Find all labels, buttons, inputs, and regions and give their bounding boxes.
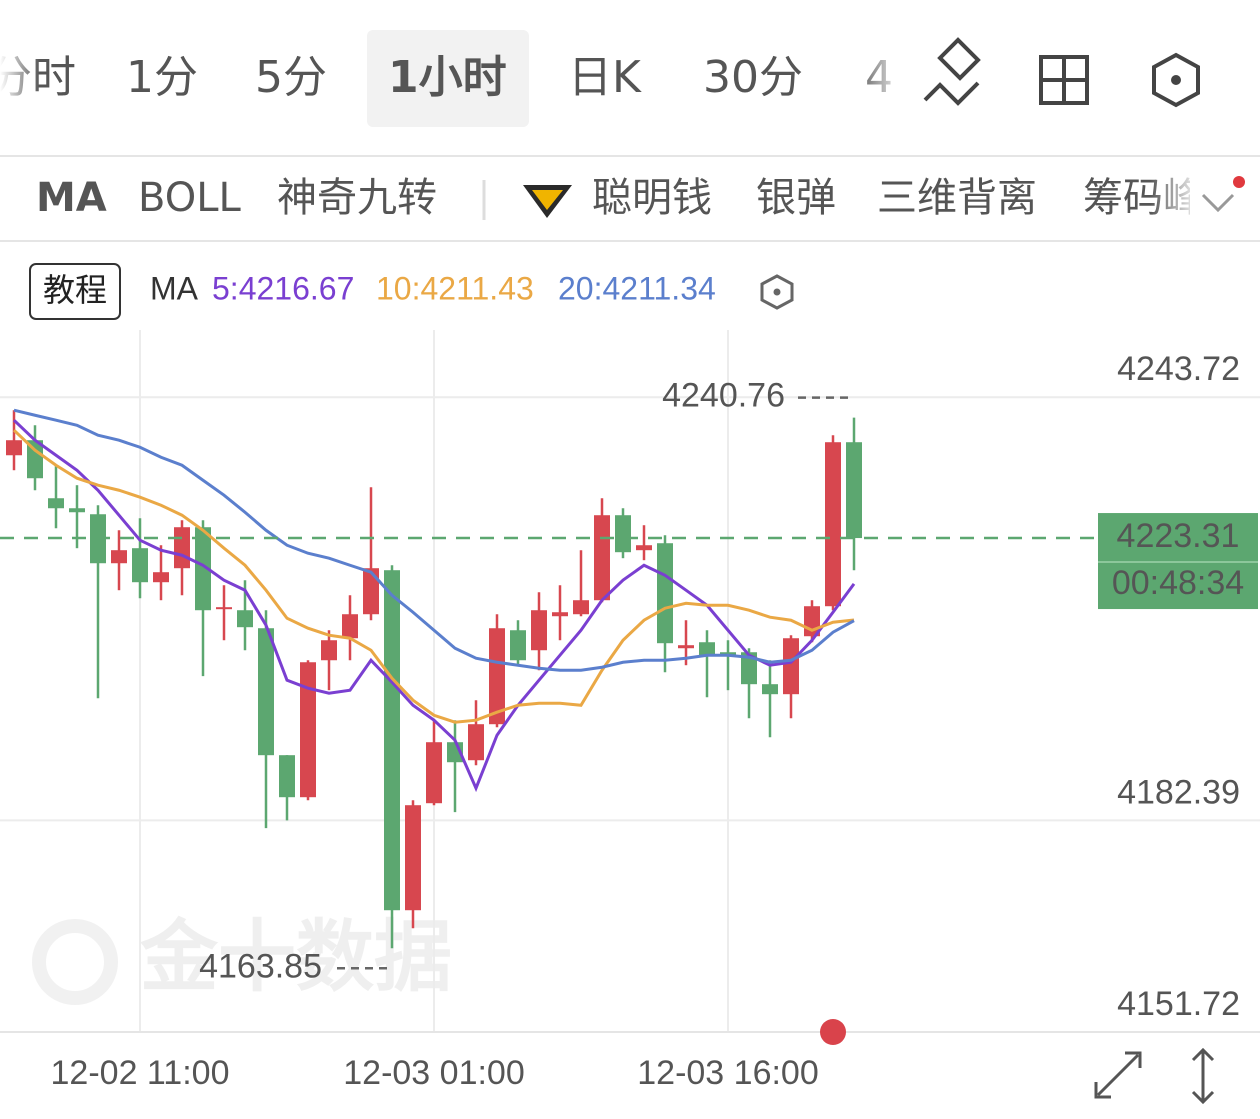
candle-body (300, 662, 316, 798)
legend: 5:4216.67 10:4211.43 20:4211.34 (212, 270, 716, 306)
candle-body (741, 652, 757, 685)
candle-body (279, 755, 295, 798)
draw-tool-icon[interactable] (923, 37, 981, 106)
fade (1150, 165, 1200, 235)
ma-line (12, 419, 856, 793)
fullscreen-icon[interactable] (1094, 1051, 1142, 1099)
x-tick-label: 12-03 01:00 (343, 1054, 525, 1092)
candle-body (153, 572, 169, 583)
watermark-text: 金十数据 (139, 912, 452, 1002)
candle-body (321, 640, 337, 661)
indicator-name: MA (150, 270, 199, 306)
candle-body (48, 498, 64, 509)
candle-body (468, 724, 484, 761)
fade (0, 30, 40, 130)
candle-body (657, 543, 673, 644)
candle-body (69, 508, 85, 513)
candle-body (384, 570, 400, 911)
candle-body (531, 610, 547, 651)
y-tick-label: 4182.39 (1117, 773, 1240, 811)
candle-body (195, 527, 211, 611)
layout-icon[interactable] (1039, 55, 1089, 105)
candle-body (573, 600, 589, 615)
badge-dot (1233, 176, 1245, 188)
candle-body (846, 442, 862, 539)
candle-body (762, 684, 778, 695)
legend-item: 20:4211.34 (558, 270, 716, 306)
event-dot[interactable] (820, 1019, 846, 1045)
candle-body (258, 628, 274, 756)
candle-body (237, 610, 253, 628)
candle-body (594, 515, 610, 601)
indicator-tab[interactable]: BOLL (138, 175, 242, 221)
candle-body (363, 568, 379, 615)
candle-body (27, 440, 43, 479)
ma-line (12, 429, 855, 724)
tab[interactable]: 5分 (255, 52, 327, 103)
y-tick-label: 4151.72 (1117, 985, 1240, 1023)
tutorial-button[interactable] (29, 263, 121, 320)
candle-body (405, 805, 421, 911)
candle-body (489, 628, 505, 725)
indicator-settings-icon[interactable] (760, 274, 794, 310)
more-chevron[interactable] (1201, 193, 1235, 213)
indicator-tab[interactable]: 聪明钱 (592, 175, 712, 221)
settings-icon[interactable] (1152, 52, 1200, 108)
tutorial-label[interactable]: 教程 (43, 271, 107, 309)
tab[interactable]: 1小时 (388, 52, 507, 103)
indicator-tab[interactable]: 神奇九转 (277, 175, 437, 221)
fade (855, 30, 905, 130)
indicator-tab[interactable]: 三维背离 (877, 175, 1037, 221)
indicator-tab[interactable]: MA (36, 175, 107, 221)
last-price-label: 4223.31 (1117, 517, 1240, 555)
candle-body (699, 642, 715, 656)
indicator-tabs: MA BOLL 神奇九转 聪明钱 银弹 三维背离 筹码峰 (36, 175, 1190, 221)
high-label: 4240.76 (662, 377, 785, 415)
candle-body (132, 548, 148, 583)
candle-body (615, 515, 631, 553)
candle-body (426, 742, 442, 804)
countdown: 00:48:34 (1112, 564, 1244, 602)
legend-item: 10:4211.43 (376, 270, 534, 306)
candle-body (111, 550, 127, 564)
candle-body (510, 630, 526, 661)
period-tabs: 分时1分5分1小时日K30分4 (0, 30, 893, 127)
tab[interactable]: 日K (568, 52, 642, 103)
candle-body (783, 638, 799, 695)
y-tick-label: 4243.72 (1117, 350, 1240, 388)
candle-body (6, 440, 22, 456)
diamond-icon (523, 185, 572, 218)
series-layer (6, 408, 862, 949)
indicator-tab[interactable]: 银弹 (756, 175, 836, 221)
candle-body (552, 612, 568, 617)
tab[interactable]: 1分 (126, 52, 198, 103)
candle-body (174, 527, 190, 569)
candle-body (678, 645, 694, 649)
watermark: 金十数据 (32, 912, 452, 1005)
ma-line (13, 408, 855, 672)
scale-icon[interactable] (1191, 1047, 1215, 1105)
tab-highlight (367, 30, 529, 127)
tab[interactable]: 30分 (703, 52, 803, 103)
candle-body (636, 545, 652, 551)
candle-body (342, 614, 358, 639)
candle-body (825, 442, 841, 607)
low-label: 4163.85 (199, 947, 322, 985)
x-tick-label: 12-03 16:00 (637, 1054, 819, 1092)
candle-body (216, 607, 232, 610)
x-tick-label: 12-02 11:00 (51, 1054, 230, 1092)
legend-item: 5:4216.67 (212, 270, 354, 306)
